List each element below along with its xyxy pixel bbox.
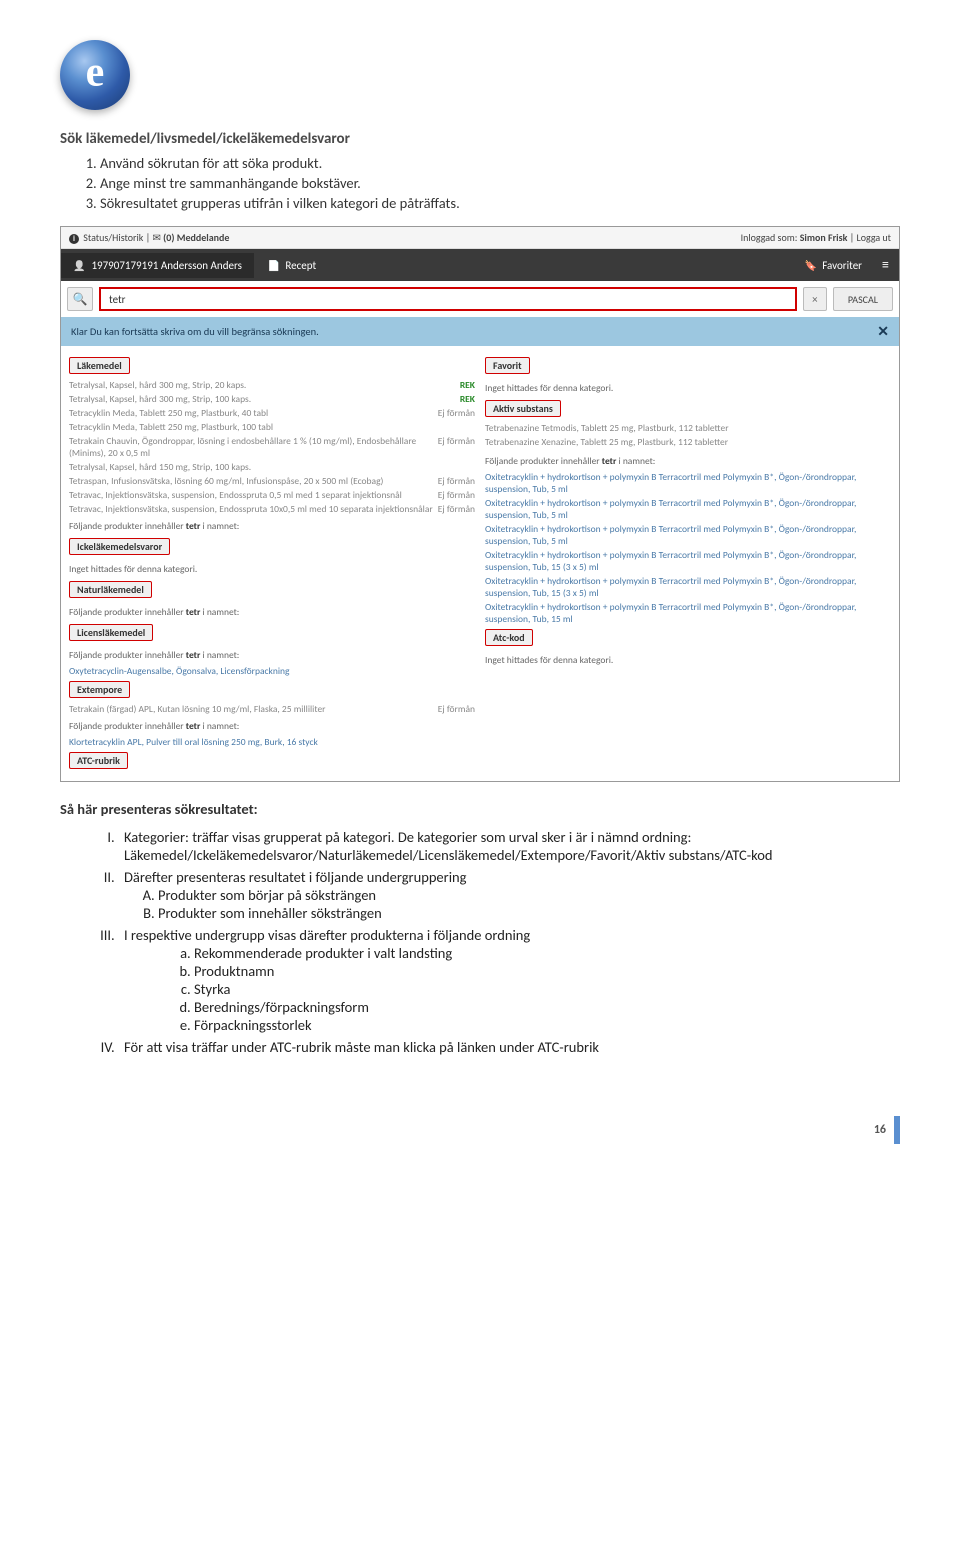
list-item: Styrka <box>194 980 900 998</box>
category-atc-rubrik[interactable]: ATC-rubrik <box>69 752 128 769</box>
hint-text: Klar Du kan fortsätta skriva om du vill … <box>71 325 319 338</box>
tab-recept[interactable]: Recept <box>254 253 330 278</box>
contains-note: Följande produkter innehåller tetr i nam… <box>69 649 475 661</box>
list-item[interactable]: Tetrabenazine Xenazine, Tablett 25 mg, P… <box>485 435 891 449</box>
list-item: För att visa träffar under ATC-rubrik må… <box>118 1038 900 1056</box>
person-icon <box>73 259 85 272</box>
list-item[interactable]: Tetralysal, Kapsel, hård 150 mg, Strip, … <box>69 460 475 474</box>
presentation-heading: Så här presenteras sökresultatet: <box>60 800 900 818</box>
category-aktiv-substans[interactable]: Aktiv substans <box>485 400 561 417</box>
list-item[interactable]: Oxitetracyklin + hydrokortison + polymyx… <box>485 496 891 522</box>
list-item: Produktnamn <box>194 962 900 980</box>
list-item[interactable]: Tetralysal, Kapsel, hård 300 mg, Strip, … <box>69 378 475 392</box>
list-item: Berednings/förpackningsform <box>194 998 900 1016</box>
messages-count[interactable]: (0) Meddelande <box>163 231 229 244</box>
presentation-list: Kategorier: träffar visas grupperat på k… <box>118 828 900 1056</box>
instruction-item: Ange minst tre sammanhängande bokstäver. <box>100 174 900 192</box>
list-item[interactable]: Klortetracyklin APL, Pulver till oral lö… <box>69 735 475 749</box>
status-bar: i Status/Historik | ✉ (0) Meddelande Inl… <box>61 227 899 249</box>
list-item[interactable]: Tetracyklin Meda, Tablett 250 mg, Plastb… <box>69 406 475 420</box>
list-item[interactable]: Oxytetracyclin-Augensalbe, Ögonsalva, Li… <box>69 664 475 678</box>
category-favorit[interactable]: Favorit <box>485 357 530 374</box>
list-item[interactable]: Oxitetracyklin + hydrokortison + polymyx… <box>485 470 891 496</box>
app-logo <box>60 40 130 110</box>
list-item[interactable]: Tetralysal, Kapsel, hård 300 mg, Strip, … <box>69 392 475 406</box>
category-extempore[interactable]: Extempore <box>69 681 130 698</box>
nav-bar: 197907179191 Andersson Anders Recept Fav… <box>61 249 899 281</box>
status-label[interactable]: Status/Historik <box>83 231 143 244</box>
list-item[interactable]: Tetracyklin Meda, Tablett 250 mg, Plastb… <box>69 420 475 434</box>
list-item[interactable]: Tetraspan, Infusionsvätska, lösning 60 m… <box>69 474 475 488</box>
close-icon[interactable]: ✕ <box>877 323 889 340</box>
favorites-link[interactable]: Favoriter <box>795 253 872 278</box>
list-item[interactable]: Tetrabenazine Tetmodis, Tablett 25 mg, P… <box>485 421 891 435</box>
list-item: Kategorier: träffar visas grupperat på k… <box>118 828 900 864</box>
none-text: Inget hittades för denna kategori. <box>69 563 475 575</box>
list-item[interactable]: Oxitetracyklin + hydrokortison + polymyx… <box>485 574 891 600</box>
section-title: Sök läkemedel/livsmedel/ickeläkemedelsva… <box>60 130 900 148</box>
hamburger-icon[interactable]: ≡ <box>872 252 899 278</box>
list-item: Rekommenderade produkter i valt landstin… <box>194 944 900 962</box>
category-lakemedel[interactable]: Läkemedel <box>69 357 130 374</box>
patient-id-name: 197907179191 Andersson Anders <box>91 259 241 272</box>
category-natur[interactable]: Naturläkemedel <box>69 581 152 598</box>
list-item: Produkter som börjar på söksträngen <box>158 886 900 904</box>
patient-chip[interactable]: 197907179191 Andersson Anders <box>61 253 254 278</box>
list-item: Därefter presenteras resultatet i följan… <box>118 868 900 922</box>
results-left-col: Läkemedel Tetralysal, Kapsel, hård 300 m… <box>69 354 475 773</box>
list-item[interactable]: Tetravac, Injektionsvätska, suspension, … <box>69 502 475 516</box>
list-item[interactable]: Tetrakain Chauvin, Ögondroppar, lösning … <box>69 434 475 460</box>
list-item[interactable]: Oxitetracyklin + hydrokortison + polymyx… <box>485 522 891 548</box>
none-text: Inget hittades för denna kategori. <box>485 654 891 666</box>
category-licens[interactable]: Licensläkemedel <box>69 624 153 641</box>
contains-note: Följande produkter innehåller tetr i nam… <box>485 455 891 467</box>
page-number: 16 <box>874 1123 886 1137</box>
logged-in-label: Inloggad som: <box>741 231 798 244</box>
user-name: Simon Frisk <box>800 231 848 244</box>
list-item: I respektive undergrupp visas därefter p… <box>118 926 900 1034</box>
contains-note: Följande produkter innehåller tetr i nam… <box>69 720 475 732</box>
search-input[interactable]: tetr <box>99 287 797 311</box>
list-item: Produkter som innehåller söksträngen <box>158 904 900 922</box>
instructions-block: Använd sökrutan för att söka produkt. An… <box>60 154 900 212</box>
instruction-item: Använd sökrutan för att söka produkt. <box>100 154 900 172</box>
none-text: Inget hittades för denna kategori. <box>485 382 891 394</box>
list-item[interactable]: Tetravac, Injektionsvätska, suspension, … <box>69 488 475 502</box>
hint-bar: Klar Du kan fortsätta skriva om du vill … <box>61 317 899 346</box>
footer-accent-bar <box>894 1116 900 1144</box>
instruction-item: Sökresultatet grupperas utifrån i vilken… <box>100 194 900 212</box>
doc-icon <box>268 259 280 272</box>
envelope-icon[interactable]: ✉ <box>152 231 160 244</box>
search-row: 🔍 tetr × PASCAL <box>61 281 899 317</box>
list-item[interactable]: Oxitetracyklin + hydrokortison + polymyx… <box>485 548 891 574</box>
flag-icon <box>805 259 817 272</box>
results-pane: Läkemedel Tetralysal, Kapsel, hård 300 m… <box>61 346 899 781</box>
results-right-col: Favorit Inget hittades för denna kategor… <box>485 354 891 773</box>
pascal-button[interactable]: PASCAL <box>833 287 893 311</box>
page-footer: 16 <box>60 1116 900 1144</box>
clear-button[interactable]: × <box>803 287 827 311</box>
search-icon[interactable]: 🔍 <box>67 287 93 311</box>
list-item: Förpackningsstorlek <box>194 1016 900 1034</box>
category-icke[interactable]: Ickeläkemedelsvaror <box>69 538 170 555</box>
category-atc-kod[interactable]: Atc-kod <box>485 629 533 646</box>
contains-note: Följande produkter innehåller tetr i nam… <box>69 520 475 532</box>
list-item[interactable]: Tetrakain (färgad) APL, Kutan lösning 10… <box>69 702 475 716</box>
contains-note: Följande produkter innehåller tetr i nam… <box>69 606 475 618</box>
logout-link[interactable]: Logga ut <box>857 231 891 244</box>
list-item[interactable]: Oxitetracyklin + hydrokortison + polymyx… <box>485 600 891 626</box>
info-icon: i <box>69 234 79 244</box>
embedded-screenshot: i Status/Historik | ✉ (0) Meddelande Inl… <box>60 226 900 782</box>
